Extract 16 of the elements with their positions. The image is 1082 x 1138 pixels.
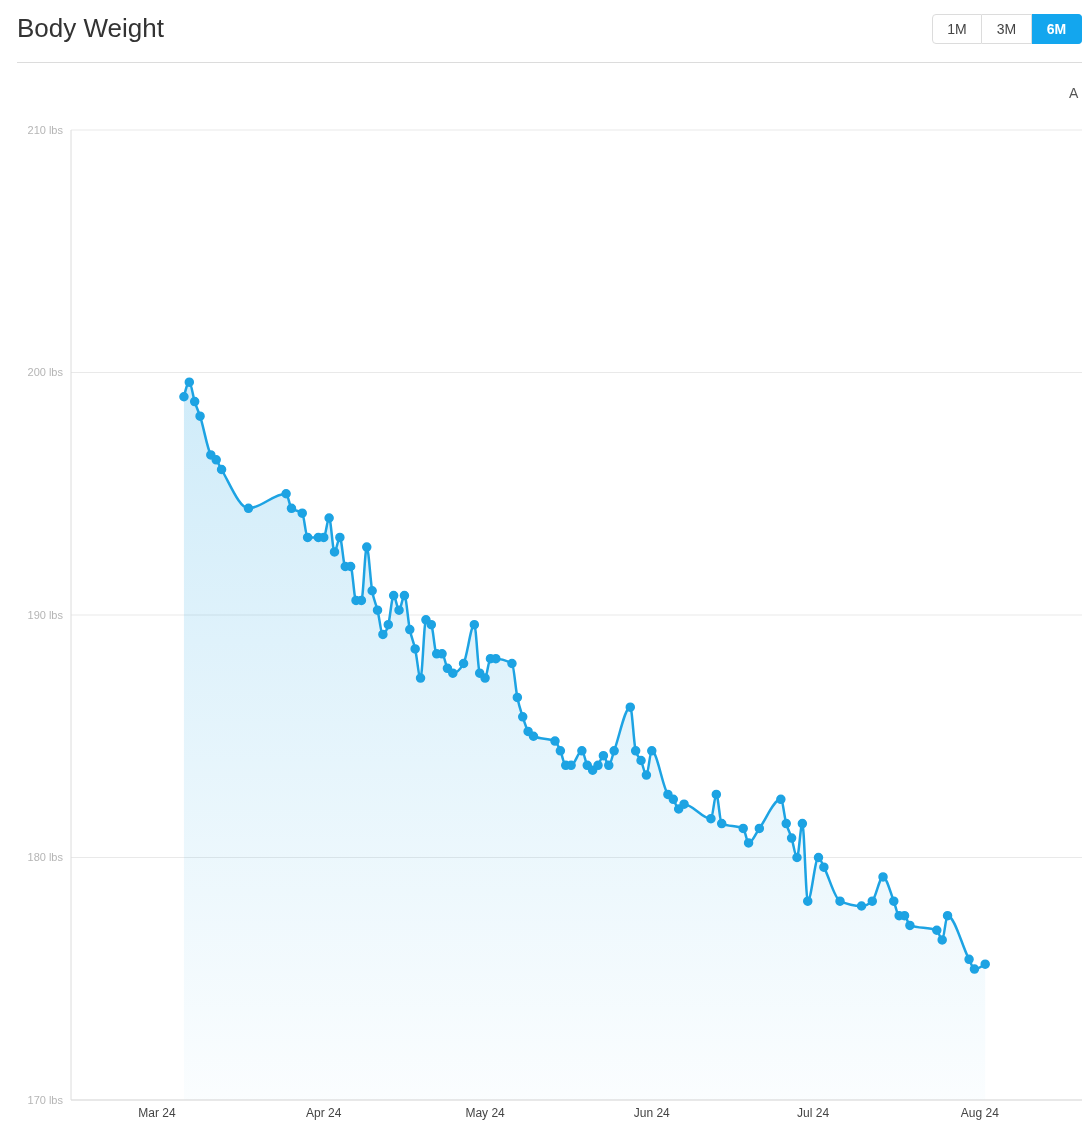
x-tick-label: Jul 24 (797, 1105, 830, 1120)
x-tick-label: Aug 24 (960, 1105, 1000, 1120)
y-tick-label: 180 lbs (27, 851, 64, 864)
y-tick-label: 210 lbs (27, 123, 64, 136)
chart-title: Body Weight (17, 12, 164, 44)
x-tick-label: Mar 24 (138, 1105, 177, 1120)
x-tick-label: May 24 (465, 1105, 506, 1120)
range-button: 6M (1032, 14, 1082, 44)
y-tick-label: 170 lbs (27, 1093, 64, 1106)
x-tick-label: Apr 24 (306, 1105, 342, 1120)
range-button: 3M (982, 14, 1032, 44)
range-button: 1M (932, 14, 982, 44)
y-tick-label: 200 lbs (27, 366, 64, 379)
y-tick-label: 190 lbs (27, 608, 64, 621)
text: A (1069, 84, 1079, 102)
x-tick-label: Jun 24 (633, 1105, 671, 1120)
